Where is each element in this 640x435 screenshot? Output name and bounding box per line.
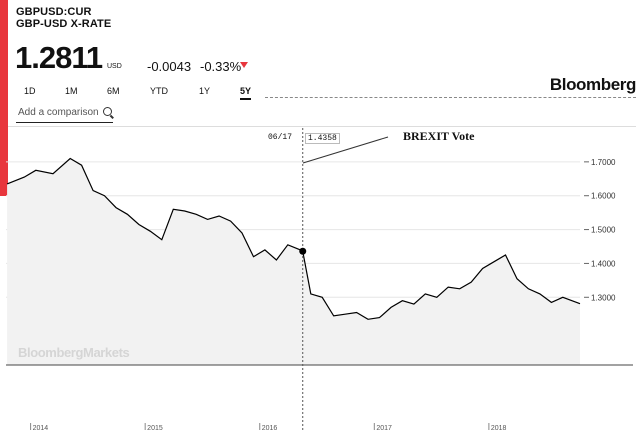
y-axis-ticks: 1.3000 1.4000 1.5000 1.6000 1.7000 xyxy=(584,158,616,302)
price-change: -0.0043 xyxy=(147,59,192,74)
x-axis-ticks: 2014 2015 2016 2017 2018 xyxy=(30,423,507,432)
tab-1d[interactable]: 1D xyxy=(24,86,36,96)
tab-1y[interactable]: 1Y xyxy=(199,86,211,96)
search-icon[interactable] xyxy=(103,107,112,116)
accent-bar xyxy=(0,0,8,196)
toolbar-separator xyxy=(8,126,636,127)
price-unit: USD xyxy=(107,63,122,70)
brexit-annotation: BREXIT Vote xyxy=(403,129,475,143)
ticker-symbol: GBPUSD:CUR xyxy=(16,6,92,18)
x-tick-label: 2014 xyxy=(33,425,49,432)
y-tick-label: 1.4000 xyxy=(591,259,616,268)
y-tick-label: 1.6000 xyxy=(591,192,616,201)
brexit-marker xyxy=(299,247,307,255)
comparison-input[interactable]: Add a comparison xyxy=(16,104,113,123)
ticker-block: GBPUSD:CUR GBP-USD X-RATE xyxy=(16,6,111,30)
x-tick-label: 2017 xyxy=(376,425,392,432)
x-tick-label: 2015 xyxy=(147,425,163,432)
header-divider xyxy=(265,97,636,98)
bloomberg-logo: Bloomberg xyxy=(549,75,637,94)
last-price: 1.2811 xyxy=(15,40,103,75)
crosshair-value: 1.4358 xyxy=(305,133,340,144)
crosshair-date: 06/17 xyxy=(268,133,293,142)
y-tick-label: 1.3000 xyxy=(591,293,616,302)
x-tick-label: 2016 xyxy=(262,425,278,432)
down-arrow-icon xyxy=(240,62,248,68)
watermark: BloombergMarkets xyxy=(18,345,130,360)
y-tick-label: 1.5000 xyxy=(591,226,616,235)
tab-6m[interactable]: 6M xyxy=(107,86,120,96)
y-tick-label: 1.7000 xyxy=(591,158,616,167)
comparison-placeholder: Add a comparison xyxy=(18,107,99,118)
instrument-name: GBP-USD X-RATE xyxy=(16,18,112,30)
tab-ytd[interactable]: YTD xyxy=(150,86,168,96)
annotation-leader xyxy=(302,136,389,164)
x-tick-label: 2018 xyxy=(491,425,507,432)
tab-1m[interactable]: 1M xyxy=(65,86,78,96)
price-area xyxy=(7,158,581,365)
tab-5y[interactable]: 5Y xyxy=(240,86,252,100)
price-change-percent: -0.33% xyxy=(200,59,242,74)
